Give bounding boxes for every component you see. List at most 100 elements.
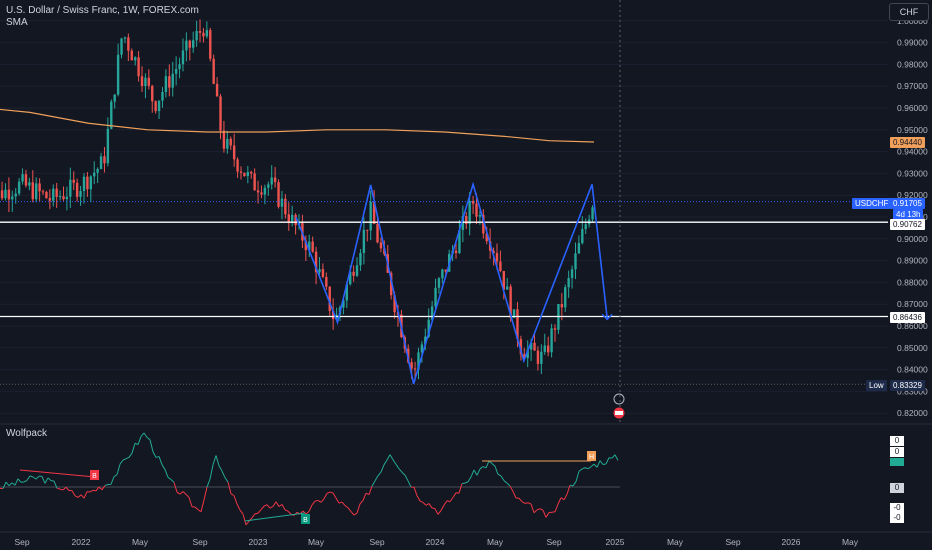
oscillator-segment (383, 459, 388, 466)
lower-level-badge: 0.86436 (890, 312, 925, 323)
time-axis[interactable]: Sep 2022 May Sep 2023 May Sep 2024 May Sep 2025 May… (14, 537, 858, 547)
oscillator-segment (104, 484, 109, 486)
oscillator-segment (305, 511, 310, 515)
oscillator-segment (437, 510, 442, 515)
flag-event-glyph (615, 411, 623, 415)
oscillator-segment (578, 468, 583, 472)
oscillator-segment (119, 459, 124, 465)
time-tick-label: May (487, 537, 504, 547)
candle-body (82, 176, 86, 192)
oscillator-segment (398, 468, 403, 473)
oscillator-segment (440, 504, 445, 511)
candle-body (185, 40, 188, 51)
candle-body (567, 277, 570, 288)
oscillator-segment (320, 498, 325, 503)
oscillator-segment (230, 493, 235, 497)
oscillator-segment (197, 509, 202, 513)
time-tick-label: Sep (725, 537, 740, 547)
candle-body (509, 286, 512, 318)
candle-body (581, 229, 584, 244)
candle-body (349, 271, 352, 285)
candle-body (294, 214, 297, 226)
candle-body (99, 156, 103, 169)
price-tick-label: 0.98000 (897, 59, 928, 69)
oscillator-segment (182, 491, 187, 495)
candle-body (512, 309, 516, 318)
candle-body (164, 76, 168, 93)
candle-body (250, 172, 253, 174)
countdown-badge: 4d 13h (893, 209, 924, 220)
oscillator-segment (281, 504, 286, 511)
candle-body (424, 336, 427, 345)
candle-body (45, 191, 48, 199)
candle-body (181, 50, 185, 65)
time-tick-label: 2023 (249, 537, 268, 547)
time-tick-label: May (667, 537, 684, 547)
oscillator-segment (614, 454, 619, 461)
oscillator-segment (260, 505, 265, 511)
oscillator-segment (536, 508, 541, 511)
candle-body (485, 233, 488, 242)
oscillator-segment (386, 454, 391, 461)
candle-body (93, 172, 96, 177)
oscillator-segment (269, 506, 274, 509)
candle-body (222, 130, 226, 149)
candle-body (195, 31, 198, 41)
oscillator-segment (377, 471, 382, 477)
candle-body (31, 182, 34, 200)
time-tick-label: Sep (14, 537, 29, 547)
oscillator-segment (17, 478, 22, 483)
oscillator-segment (200, 499, 205, 513)
buy-signal-marker[interactable] (301, 514, 310, 524)
candle-body (215, 83, 219, 97)
grid (0, 20, 932, 533)
oscillator-segment (611, 454, 616, 459)
oscillator-segment (101, 485, 106, 491)
sell-signal-marker[interactable] (90, 470, 99, 480)
oscillator-segment (425, 503, 430, 506)
wave-pattern-line[interactable] (295, 181, 608, 384)
candle-body (130, 50, 133, 61)
candle-body (471, 201, 475, 204)
candle-body (277, 182, 280, 207)
candle-body (417, 352, 420, 370)
sma-legend[interactable]: SMA (6, 17, 28, 28)
time-tick-label: May (132, 537, 149, 547)
low-label-badge: Low (866, 380, 887, 391)
price-tick-label: 0.96000 (897, 103, 928, 113)
candle-body (304, 240, 308, 251)
lightning-event-icon[interactable] (613, 393, 625, 405)
oscillator-segment (401, 471, 406, 476)
candle-body (11, 196, 14, 200)
oscillator-segment (452, 492, 457, 498)
oscillator-segment (32, 476, 37, 480)
oscillator-segment (65, 486, 70, 491)
indicator-title[interactable]: Wolfpack (6, 428, 47, 439)
time-tick-label: 2025 (606, 537, 625, 547)
oscillator-segment (227, 481, 232, 494)
oscillator-segment (530, 503, 535, 513)
candle-body (379, 242, 383, 249)
overlays (0, 0, 888, 424)
candle-body (359, 252, 362, 266)
candle-body (577, 243, 581, 254)
candle-body (28, 182, 31, 186)
candle-body (495, 253, 499, 262)
oscillator-segment (593, 463, 598, 468)
price-tick-label: 0.93000 (897, 168, 928, 178)
oscillator-segment (251, 513, 256, 519)
indicator-value-2: 0 (890, 447, 904, 457)
oscillator-segment (368, 486, 373, 495)
candle-body (120, 38, 123, 55)
candle-body (7, 189, 11, 200)
oscillator-segment (176, 491, 181, 495)
candle-body (174, 68, 178, 74)
oscillator-segment (263, 504, 268, 507)
high-signal-marker[interactable] (587, 451, 596, 461)
oscillator-segment (125, 456, 130, 460)
candle-body (362, 229, 366, 253)
candle-body (147, 77, 151, 86)
currency-button[interactable]: CHF (889, 3, 929, 21)
candle-body (267, 184, 270, 188)
